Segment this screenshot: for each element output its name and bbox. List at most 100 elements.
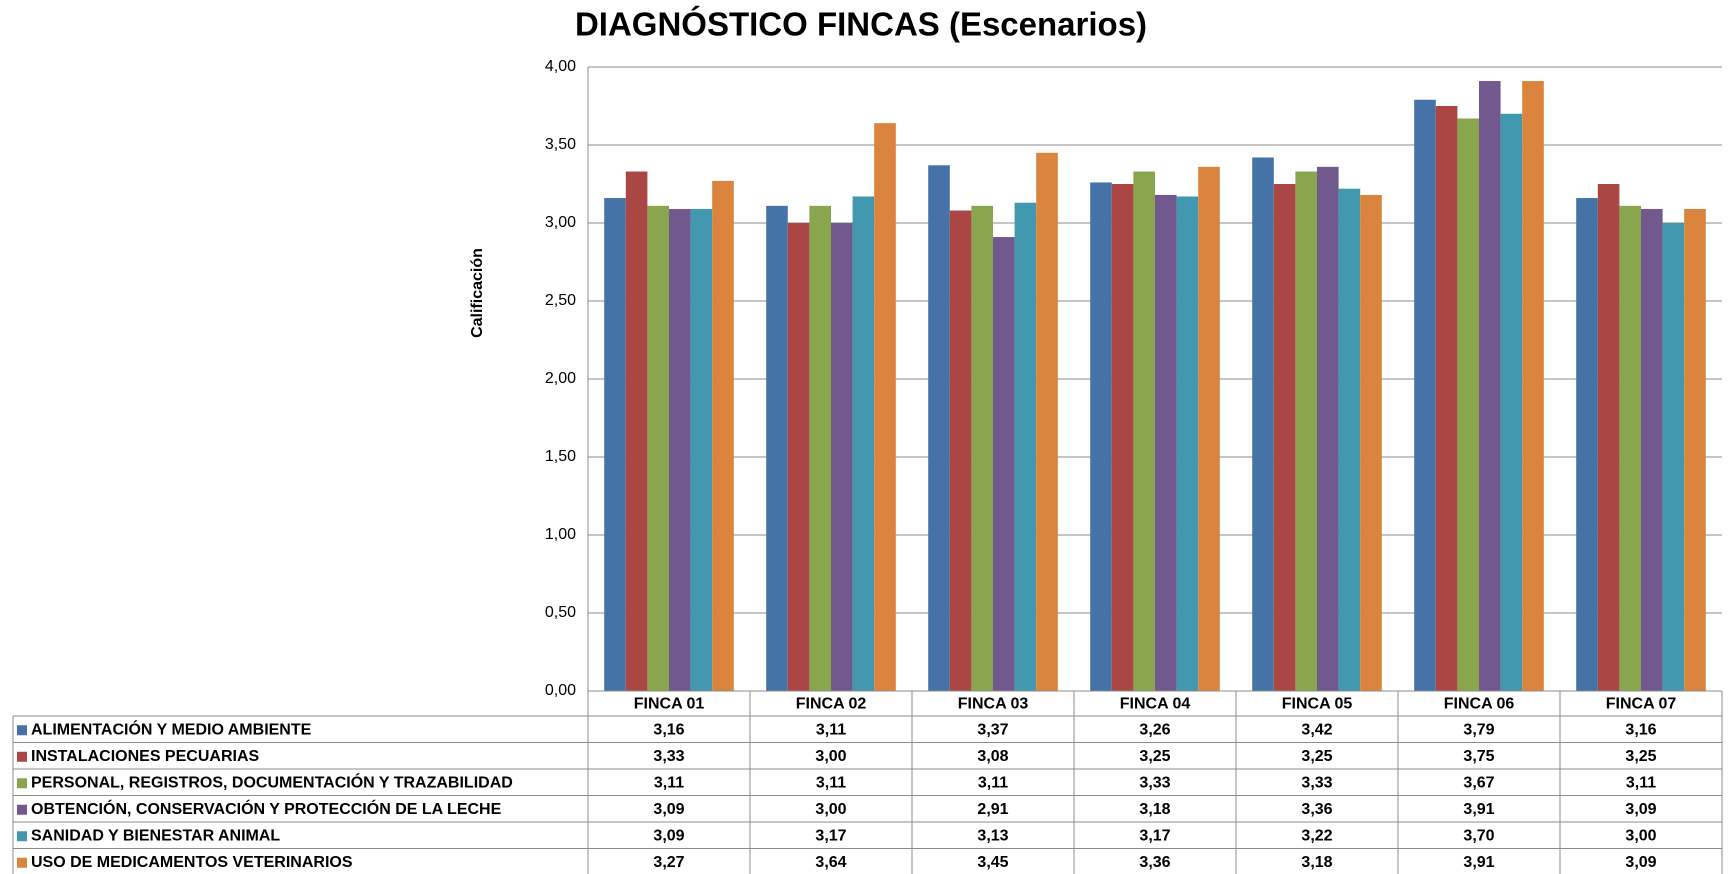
table-value: 3,09 [653,827,684,844]
bar [669,208,691,691]
table-value: 3,11 [978,774,1008,791]
y-tick-label: 2,50 [545,292,576,309]
table-value: 3,09 [1625,854,1656,871]
table-value: 3,11 [816,774,846,791]
bar [1360,194,1382,692]
bar [852,196,875,692]
legend-swatch [17,831,27,842]
x-tick-label: FINCA 07 [1606,696,1677,713]
table-value: 3,75 [1463,748,1494,765]
legend-swatch [17,778,27,789]
bar [1522,81,1544,692]
table-value: 3,36 [1301,801,1332,818]
bar [625,171,648,691]
bar [1338,188,1361,691]
table-value: 3,11 [1626,774,1656,791]
table-value: 3,22 [1301,827,1332,844]
bar [831,223,853,691]
bar [993,237,1015,692]
table-value: 3,16 [653,721,684,738]
table-value: 3,91 [1463,854,1494,871]
table-value: 3,33 [1301,774,1332,791]
bar [1252,157,1274,692]
bar [787,223,810,691]
table-value: 3,00 [815,748,846,765]
legend-label: USO DE MEDICAMENTOS VETERINARIOS [31,854,353,871]
table-value: 3,36 [1139,854,1170,871]
table-value: 3,25 [1301,748,1332,765]
y-tick-label: 3,50 [545,136,576,153]
bar [1090,182,1112,691]
bar [1641,208,1663,691]
table-value: 3,00 [815,801,846,818]
bar [1111,184,1134,691]
table-value: 3,33 [653,748,684,765]
bar [1576,198,1598,692]
bar [1457,118,1479,692]
bar [647,205,669,691]
bar [1176,196,1199,692]
table-value: 3,17 [1139,827,1170,844]
y-tick-label: 1,00 [545,526,576,543]
bar [1155,194,1177,692]
bar [1500,113,1523,692]
legend-swatch [17,725,27,736]
y-tick-label: 0,50 [545,604,576,621]
bar [1133,171,1155,691]
legend-swatch [17,804,27,815]
x-tick-label: FINCA 04 [1120,696,1191,713]
bar [971,205,993,691]
bar [1684,208,1706,691]
table-value: 3,09 [1625,801,1656,818]
table-value: 3,11 [816,721,846,738]
bar [1295,171,1317,691]
x-tick-label: FINCA 02 [796,696,867,713]
bar [604,198,626,692]
legend-label: PERSONAL, REGISTROS, DOCUMENTACIÓN Y TRA… [31,772,513,791]
bar [1014,202,1037,691]
table-value: 3,11 [654,774,684,791]
table-value: 3,25 [1139,748,1170,765]
bar [1414,99,1436,691]
table-value: 3,18 [1139,801,1170,818]
legend-swatch [17,751,27,762]
bar [1597,184,1620,691]
bar [1317,166,1339,692]
bar [766,205,788,691]
table-value: 3,08 [977,748,1008,765]
table-value: 3,09 [653,801,684,818]
bar [874,123,896,691]
y-tick-label: 3,00 [545,214,576,231]
bar [712,180,734,691]
x-tick-label: FINCA 05 [1282,696,1353,713]
table-value: 3,17 [815,827,846,844]
table-value: 3,25 [1625,748,1656,765]
legend-label: OBTENCIÓN, CONSERVACIÓN Y PROTECCIÓN DE … [31,799,502,818]
table-value: 3,45 [977,854,1008,871]
bar [1198,166,1220,692]
bar [1036,152,1058,692]
table-value: 3,16 [1625,721,1656,738]
bar [949,210,972,691]
table-value: 3,37 [977,721,1008,738]
table-value: 3,00 [1625,827,1656,844]
bar [1435,106,1458,691]
table-value: 3,27 [653,854,684,871]
y-tick-label: 1,50 [545,448,576,465]
table-value: 2,91 [977,801,1008,818]
x-tick-label: FINCA 06 [1444,696,1515,713]
x-tick-label: FINCA 01 [634,696,705,713]
table-value: 3,18 [1301,854,1332,871]
x-tick-label: FINCA 03 [958,696,1029,713]
legend-label: ALIMENTACIÓN Y MEDIO AMBIENTE [31,719,312,738]
legend-label: SANIDAD Y BIENESTAR ANIMAL [31,827,280,844]
y-axis-label: Calificación [469,248,486,338]
table-value: 3,64 [815,854,846,871]
bar [1479,81,1501,692]
bar [928,165,950,691]
table-value: 3,33 [1139,774,1170,791]
legend-label: INSTALACIONES PECUARIAS [31,748,259,765]
y-tick-label: 0,00 [545,682,576,699]
table-value: 3,67 [1463,774,1494,791]
